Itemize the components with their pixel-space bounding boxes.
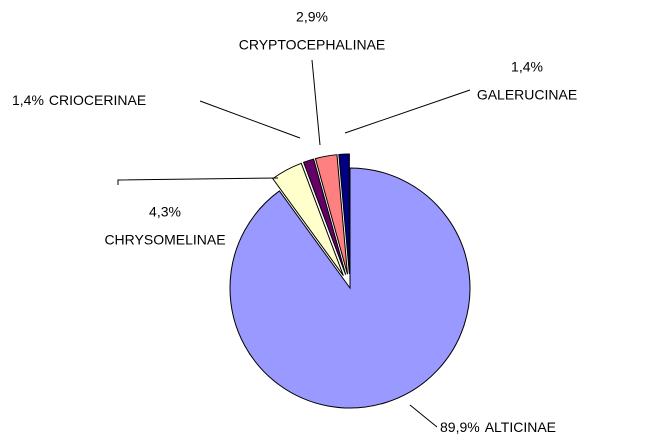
data-label-name: ALTICINAE — [485, 419, 556, 435]
data-label: 1,4% CRIOCERINAE — [12, 92, 146, 108]
data-label-value: 1,4% — [511, 59, 543, 75]
leader-line — [311, 59, 321, 146]
data-label-value: 1,4% — [12, 92, 44, 108]
data-label-name: GALERUCINAE — [477, 87, 577, 103]
leader-line — [409, 404, 438, 428]
pie-slice — [302, 158, 347, 275]
pie-slice — [338, 153, 350, 275]
leader-line — [117, 177, 279, 185]
data-label-name: CRIOCERINAE — [49, 92, 146, 108]
leader-line — [199, 100, 301, 139]
data-label-value: 2,9% — [296, 9, 328, 25]
data-label-value: 89,9% — [440, 419, 480, 435]
pie-slice — [314, 154, 349, 275]
data-label-name: CHRYSOMELINAE — [104, 232, 225, 248]
leader-line — [344, 89, 471, 134]
data-label-value: 4,3% — [149, 204, 181, 220]
data-label: 89,9% ALTICINAE — [440, 419, 556, 435]
pie-slice — [272, 162, 344, 276]
pie-slice — [229, 167, 471, 409]
data-label-name: CRYPTOCEPHALINAE — [239, 37, 386, 53]
